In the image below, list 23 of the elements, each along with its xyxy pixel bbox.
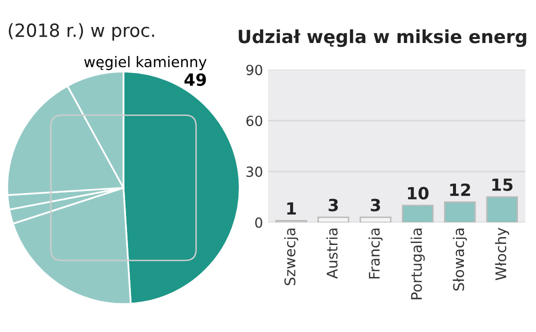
bar: [444, 201, 476, 222]
data-label: 10: [408, 186, 429, 200]
y-tick-label: 0: [255, 217, 262, 228]
x-tick-label: Francja: [368, 228, 383, 278]
x-tick-label: Włochy: [495, 228, 510, 280]
chart-title: (2018 r.) w proc.: [8, 23, 154, 41]
data-label: 3: [328, 198, 338, 212]
bar: [486, 196, 518, 222]
data-label: 49: [184, 73, 206, 86]
y-tick-label: 30: [246, 166, 262, 178]
data-label: 12: [450, 183, 470, 196]
x-tick-label: Austria: [326, 228, 338, 279]
x-tick-label: Słowacja: [452, 228, 467, 291]
x-tick-label: Szwecja: [284, 228, 298, 286]
data-label: 3: [370, 198, 380, 212]
y-tick-label: 60: [246, 116, 262, 126]
bar: [402, 204, 434, 222]
x-tick-label: Portugalia: [410, 228, 425, 300]
data-label: 1: [287, 202, 296, 214]
slice-label: węgiel kamienny: [84, 56, 207, 70]
data-label: 15: [492, 178, 513, 191]
chart-title: Udział węgla w miksie energ: [238, 29, 526, 47]
y-tick-label: 90: [246, 64, 262, 76]
